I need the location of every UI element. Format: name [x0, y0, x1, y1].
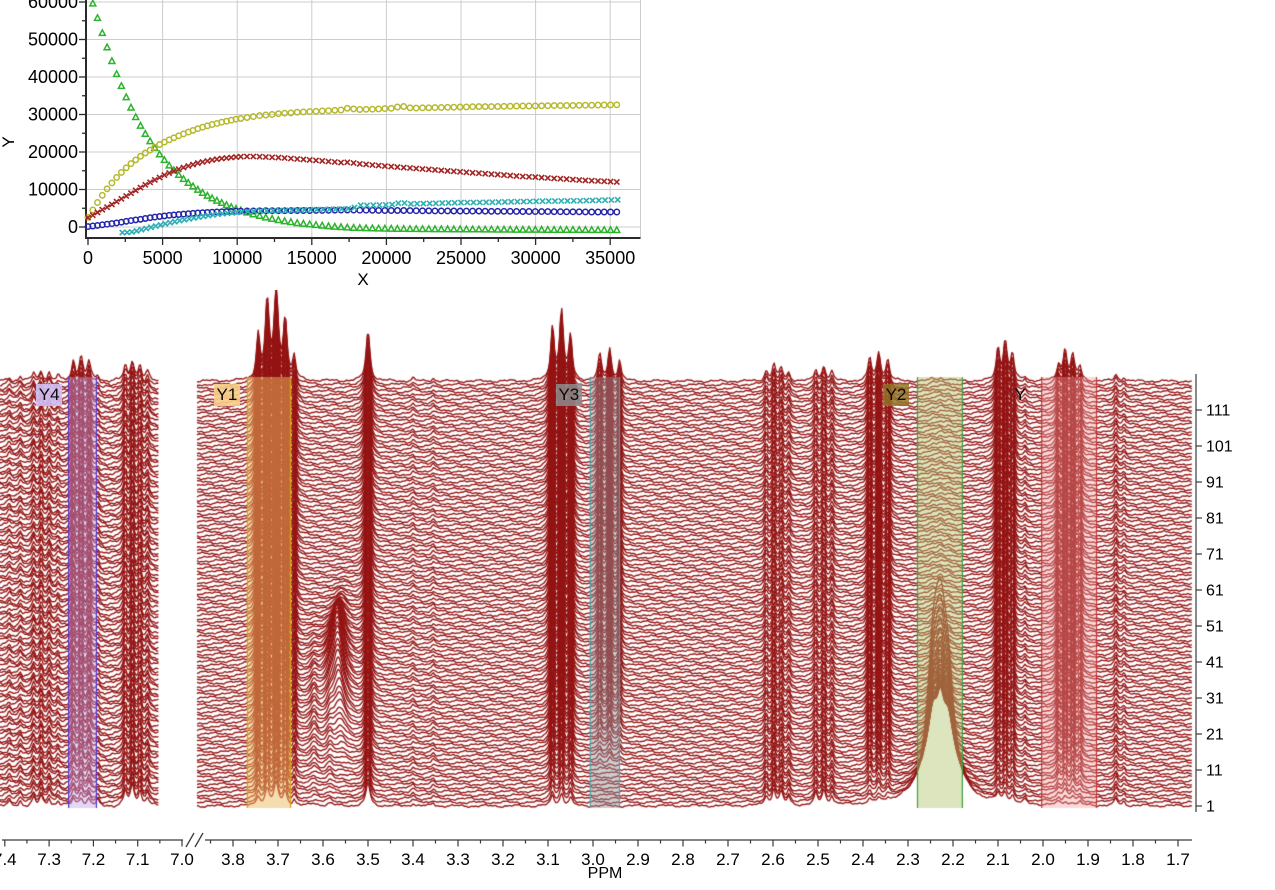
kinetics-y-axis-title: Y — [0, 136, 18, 148]
svg-text:0: 0 — [83, 248, 93, 268]
region-label-Y3[interactable]: Y3 — [555, 384, 582, 406]
svg-text:3.1: 3.1 — [536, 850, 560, 869]
svg-text:50000: 50000 — [28, 30, 78, 50]
svg-text:20000: 20000 — [361, 248, 411, 268]
svg-text:1.9: 1.9 — [1076, 850, 1100, 869]
ppm-axis — [2, 839, 1192, 847]
svg-text:7.2: 7.2 — [82, 850, 106, 869]
svg-text:3.0: 3.0 — [581, 850, 605, 869]
svg-text:2.6: 2.6 — [761, 850, 785, 869]
svg-text:31: 31 — [1206, 691, 1224, 708]
svg-text:51: 51 — [1206, 619, 1224, 636]
series-cyan-x-grow — [119, 196, 621, 236]
svg-text:41: 41 — [1206, 655, 1224, 672]
svg-text:20000: 20000 — [28, 142, 78, 162]
stacked-spectra-panel[interactable]: 7.4 7.3 7.2 7.1 7.0 3.8 3.7 3.6 3.5 3.4 3.3 3.2 3.1 3… — [0, 290, 1275, 890]
axis-break-gap — [183, 835, 205, 845]
svg-text:2.3: 2.3 — [896, 850, 920, 869]
nmr-waterfall-canvas[interactable] — [0, 290, 1275, 890]
svg-text:7.1: 7.1 — [126, 850, 150, 869]
svg-text:11: 11 — [1206, 763, 1223, 780]
svg-text:2.8: 2.8 — [671, 850, 695, 869]
ppm-axis-title: PPM — [587, 865, 623, 882]
svg-text:5000: 5000 — [143, 248, 183, 268]
ppm-tick-labels: 7.4 7.3 7.2 7.1 7.0 3.8 3.7 3.6 3.5 3.4 3.3 3.2 3.1 3… — [0, 850, 1190, 869]
spectrum-index-axis — [1195, 374, 1202, 812]
kinetics-x-axis-title: X — [357, 270, 369, 289]
svg-text:1.7: 1.7 — [1166, 850, 1190, 869]
svg-text:3.7: 3.7 — [266, 850, 290, 869]
svg-text:3.4: 3.4 — [401, 850, 425, 869]
svg-text:35000: 35000 — [585, 248, 635, 268]
svg-text:60000: 60000 — [28, 0, 78, 12]
svg-text:7.4: 7.4 — [0, 850, 17, 869]
svg-text:10000: 10000 — [212, 248, 262, 268]
svg-text:111: 111 — [1206, 403, 1230, 420]
series-green-triangles-decay — [88, 0, 622, 234]
svg-text:3.5: 3.5 — [356, 850, 380, 869]
svg-text:21: 21 — [1206, 727, 1224, 744]
svg-text:25000: 25000 — [436, 248, 486, 268]
region-label-Y1[interactable]: Y1 — [213, 384, 240, 406]
svg-text:3.8: 3.8 — [221, 850, 245, 869]
svg-text:2.9: 2.9 — [626, 850, 650, 869]
svg-text:7.3: 7.3 — [37, 850, 61, 869]
svg-text:1.8: 1.8 — [1121, 850, 1145, 869]
svg-text:3.2: 3.2 — [491, 850, 515, 869]
svg-text:3.6: 3.6 — [311, 850, 335, 869]
svg-text:91: 91 — [1206, 475, 1224, 492]
svg-text:7.0: 7.0 — [170, 850, 194, 869]
nmr-axes-overlay: 7.4 7.3 7.2 7.1 7.0 3.8 3.7 3.6 3.5 3.4 3.3 3.2 3.1 3… — [0, 374, 1233, 869]
svg-text:3.3: 3.3 — [446, 850, 470, 869]
svg-text:30000: 30000 — [511, 248, 561, 268]
series-darkred-x-risefall — [84, 153, 620, 221]
svg-text:0: 0 — [68, 217, 78, 237]
svg-text:2.2: 2.2 — [941, 850, 965, 869]
svg-text:10000: 10000 — [28, 180, 78, 200]
svg-text:81: 81 — [1206, 511, 1224, 528]
svg-text:71: 71 — [1206, 547, 1224, 564]
kinetics-ticks — [79, 1, 611, 245]
svg-text:2.0: 2.0 — [1031, 850, 1055, 869]
svg-text:2.5: 2.5 — [806, 850, 830, 869]
kinetics-scatter-chart[interactable]: 0 5000 10000 15000 20000 25000 30000 35000 0 1000… — [0, 0, 660, 290]
kinetics-tick-labels: 0 5000 10000 15000 20000 25000 30000 35000 0 1000… — [28, 0, 635, 268]
svg-text:2.1: 2.1 — [986, 850, 1010, 869]
axis-break-marks — [185, 832, 204, 848]
svg-text:2.4: 2.4 — [851, 850, 875, 869]
svg-text:101: 101 — [1206, 439, 1233, 456]
svg-text:30000: 30000 — [28, 105, 78, 125]
svg-text:40000: 40000 — [28, 67, 78, 87]
svg-text:1: 1 — [1206, 799, 1215, 816]
svg-text:61: 61 — [1206, 583, 1224, 600]
region-label-Y[interactable]: Y — [1014, 385, 1026, 404]
region-label-Y4[interactable]: Y4 — [36, 384, 63, 406]
svg-text:2.7: 2.7 — [716, 850, 740, 869]
region-label-Y2[interactable]: Y2 — [883, 384, 909, 406]
kinetics-gridlines — [86, 0, 641, 238]
svg-text:15000: 15000 — [287, 248, 337, 268]
